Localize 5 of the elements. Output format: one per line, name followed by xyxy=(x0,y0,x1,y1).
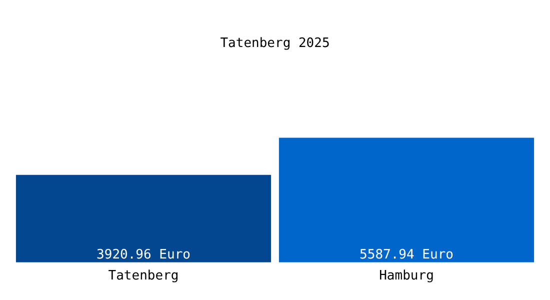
x-tick-label: Hamburg xyxy=(379,268,434,284)
chart-title: Tatenberg 2025 xyxy=(220,36,330,52)
data-label: 5587.94 Euro xyxy=(360,247,454,262)
data-label: 3920.96 Euro xyxy=(96,247,190,262)
x-tick-label: Tatenberg xyxy=(108,268,179,284)
